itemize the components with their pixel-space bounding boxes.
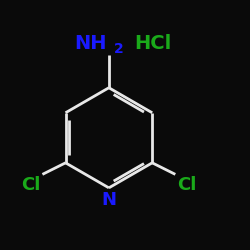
Text: N: N <box>102 191 116 209</box>
Text: Cl: Cl <box>21 176 40 194</box>
Text: HCl: HCl <box>134 34 171 53</box>
Text: Cl: Cl <box>177 176 197 194</box>
Text: 2: 2 <box>114 42 124 56</box>
Text: NH: NH <box>74 34 107 53</box>
